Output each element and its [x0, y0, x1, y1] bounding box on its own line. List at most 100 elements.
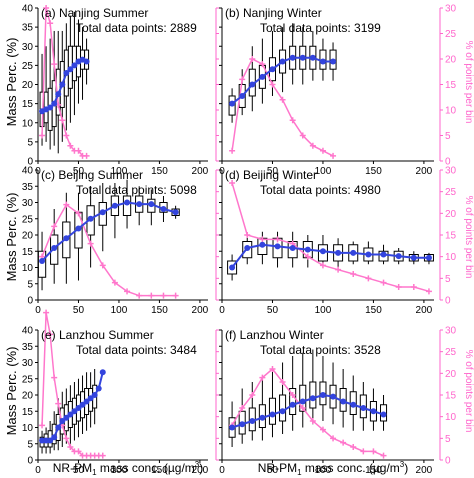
freq-marker	[350, 444, 357, 450]
panel-subtitle: Total data points: 4980	[260, 183, 381, 197]
box	[37, 250, 47, 278]
y-tick-label: 15	[22, 99, 34, 110]
mean-marker	[319, 392, 326, 398]
panel-title: (a) Nanjing Summer	[41, 6, 148, 20]
mean-marker	[47, 104, 54, 111]
freq-marker	[51, 223, 58, 230]
y2-tick-label: 10	[445, 106, 457, 117]
x-axis-label-right: NR-PM1 mass conc. (µg/m3)	[258, 460, 409, 477]
panel-title: (f) Lanzhou Winter	[225, 328, 324, 342]
y2-tick-label: 25	[445, 347, 457, 358]
freq-marker	[67, 142, 74, 149]
y2-tick-label: 0	[445, 456, 451, 467]
y-tick-label: 25	[22, 61, 34, 72]
x-tick-label: 150	[151, 465, 168, 476]
mean-marker	[39, 258, 46, 264]
freq-marker	[160, 292, 167, 299]
mean-marker	[111, 202, 118, 209]
x-tick-label: 0	[219, 465, 225, 476]
freq-marker	[319, 147, 326, 154]
freq-marker	[148, 292, 155, 299]
mean-marker	[148, 201, 155, 208]
mean-marker	[309, 54, 316, 61]
x-tick-label: 50	[73, 166, 85, 177]
freq-marker	[249, 56, 256, 62]
freq-marker	[99, 262, 106, 269]
freq-marker	[259, 236, 266, 243]
mean-marker	[319, 58, 326, 65]
freq-marker	[274, 236, 281, 243]
panel-subtitle: Total data points: 2889	[76, 21, 197, 35]
freq-marker	[239, 405, 246, 411]
freq-marker	[350, 271, 357, 277]
mean-marker	[55, 91, 62, 98]
right-ylabel-top: % of points per bin	[463, 41, 474, 124]
y-tick-label: 10	[22, 263, 34, 274]
mean-marker	[269, 411, 276, 418]
right-ylabel-middle: % of points per bin	[463, 196, 474, 279]
panel-title: (e) Lanzhou Summer	[41, 328, 154, 342]
x-tick-label: 50	[267, 465, 279, 476]
freq-marker	[39, 422, 46, 429]
freq-marker	[75, 448, 82, 455]
x-tick-label: 0	[219, 305, 225, 316]
freq-marker	[43, 5, 50, 11]
freq-marker	[425, 288, 432, 295]
mean-marker	[259, 414, 266, 421]
mean-marker	[71, 62, 78, 69]
mean-marker	[87, 395, 94, 402]
x-tick-label: 100	[111, 166, 128, 177]
panel-title: (c) Beijing Summer	[41, 168, 143, 182]
y2-tick-label: 10	[445, 252, 457, 263]
y-tick-label: 40	[22, 166, 34, 177]
x-tick-label: 200	[416, 465, 433, 476]
x-tick-label: 100	[111, 465, 128, 476]
x-tick-label: 200	[192, 465, 209, 476]
freq-marker	[279, 96, 286, 103]
mean-marker	[229, 264, 236, 271]
mean-marker	[309, 395, 316, 402]
mean-marker	[229, 424, 236, 431]
x-tick-label: 100	[315, 305, 332, 316]
freq-marker	[43, 309, 50, 316]
mean-marker	[279, 408, 286, 415]
mean-marker	[335, 249, 342, 256]
mean-marker	[299, 54, 306, 61]
y2-tick-label: 15	[445, 231, 457, 242]
left-ylabel-top: Mass Perc. (%)	[4, 38, 19, 127]
mean-marker	[51, 245, 58, 251]
panel-6: 0 5 10 15 20 25 30 0 50 100 150 200 (f) Lanzhou Wint…	[219, 326, 457, 476]
freq-marker	[244, 232, 251, 238]
x-tick-label: 200	[192, 166, 209, 177]
mean-marker	[239, 421, 246, 428]
y2-tick-label: 0	[445, 157, 451, 168]
y-tick-label: 5	[27, 279, 33, 290]
panel-title: (d) Beijing Winter	[225, 168, 317, 182]
panel-5: 0 5 10 15 20 25 30 35 40 0 50 100 150 200 (e) Lanzhou …	[22, 309, 219, 476]
freq-marker	[99, 452, 106, 459]
freq-marker	[59, 117, 66, 124]
y2-tick-label: 30	[445, 166, 457, 177]
mean-marker	[51, 100, 58, 107]
freq-line	[231, 367, 384, 457]
freq-marker	[239, 76, 246, 83]
y-tick-label: 15	[22, 247, 34, 258]
mean-marker	[259, 241, 266, 248]
box	[268, 397, 277, 425]
y-tick-label: 25	[22, 374, 34, 385]
mean-marker	[67, 66, 74, 73]
y2-tick-label: 15	[445, 391, 457, 402]
panel-3: 0 5 10 15 20 25 30 35 40 0 50 100 150 200 (c) Beijing …	[22, 166, 219, 316]
y-tick-label: 20	[22, 231, 34, 242]
panel-subtitle: Total data points: 3484	[76, 343, 197, 357]
mean-marker	[75, 225, 82, 232]
mean-marker	[47, 437, 54, 444]
y-tick-label: 20	[22, 391, 34, 402]
freq-marker	[63, 201, 70, 208]
mean-marker	[71, 408, 78, 415]
y-tick-label: 30	[22, 42, 34, 53]
freq-marker	[67, 444, 74, 450]
x-tick-label: 200	[192, 305, 209, 316]
